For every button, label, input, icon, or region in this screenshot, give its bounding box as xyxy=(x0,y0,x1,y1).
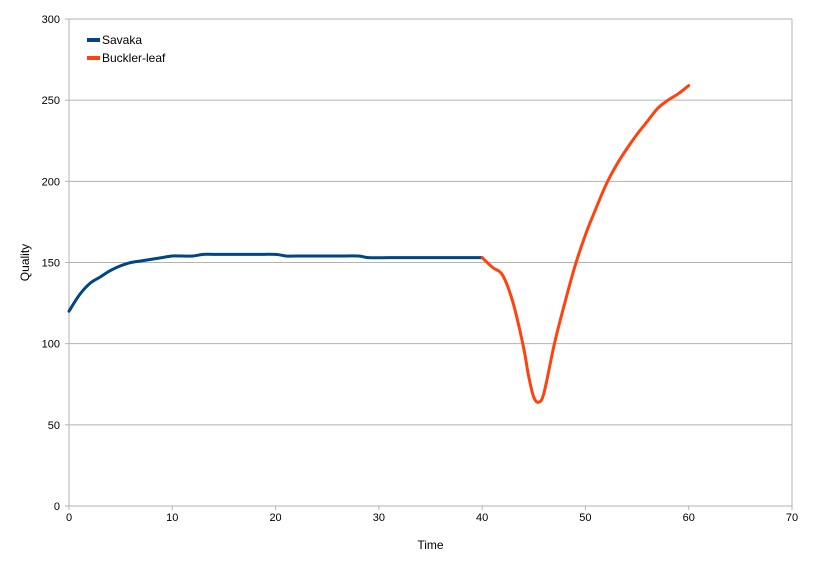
x-tick-labels: 0 10 20 30 40 50 60 70 xyxy=(66,506,798,524)
legend: Savaka Buckler-leaf xyxy=(87,33,166,65)
y-tick-label: 150 xyxy=(42,258,60,270)
x-tick-label: 50 xyxy=(579,512,591,524)
y-tick-label: 250 xyxy=(42,95,60,107)
legend-label: Savaka xyxy=(102,33,142,47)
series-lines xyxy=(67,84,691,404)
series-line-0 xyxy=(67,252,484,313)
legend-label: Buckler-leaf xyxy=(102,51,166,65)
y-tick-label: 0 xyxy=(54,501,60,513)
x-tick-label: 70 xyxy=(786,512,798,524)
x-tick-label: 0 xyxy=(66,512,72,524)
y-tick-labels: 0 50 100 150 200 250 300 xyxy=(42,14,69,513)
x-tick-label: 40 xyxy=(476,512,488,524)
y-tick-label: 200 xyxy=(42,176,60,188)
x-axis-title: Time xyxy=(417,538,444,552)
y-tick-label: 300 xyxy=(42,14,60,26)
series-line-1 xyxy=(480,84,691,404)
y-tick-label: 50 xyxy=(48,420,60,432)
x-tick-label: 20 xyxy=(269,512,281,524)
y-axis-title: Quality xyxy=(18,244,32,281)
gridlines xyxy=(69,18,792,426)
x-tick-label: 60 xyxy=(683,512,695,524)
x-tick-label: 30 xyxy=(373,512,385,524)
y-tick-label: 100 xyxy=(42,339,60,351)
x-tick-label: 10 xyxy=(166,512,178,524)
